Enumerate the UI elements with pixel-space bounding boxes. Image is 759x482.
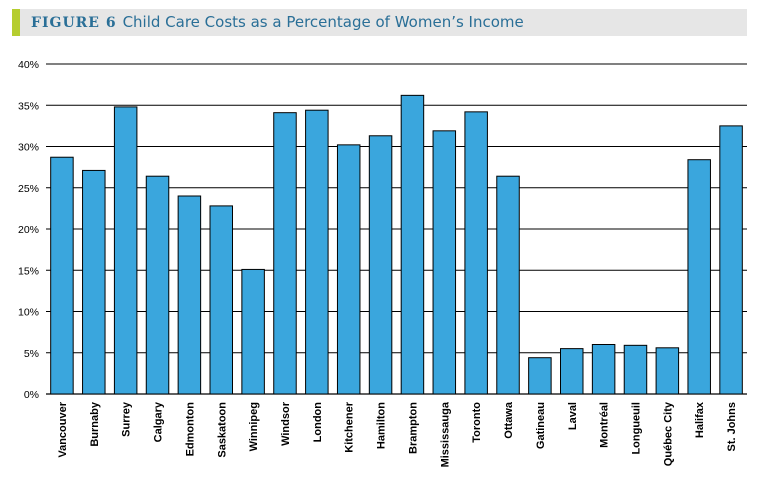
category-label: Edmonton <box>184 402 196 457</box>
bar <box>336 144 361 395</box>
category-label: Toronto <box>471 402 483 443</box>
category-label: Hamilton <box>376 402 388 449</box>
y-tick-label: 0% <box>24 389 39 401</box>
y-tick-label: 35% <box>18 100 39 112</box>
bar <box>623 344 648 395</box>
bar <box>113 106 138 395</box>
figure-label: FIGURE 6 <box>31 15 117 31</box>
category-label: Winnipeg <box>248 402 260 451</box>
figure-title-bar: FIGURE 6 Child Care Costs as a Percentage… <box>12 9 747 36</box>
category-label: London <box>312 402 324 443</box>
bar <box>687 159 711 395</box>
category-label: St. Johns <box>726 402 738 452</box>
bar <box>209 205 233 395</box>
category-label: Saskatoon <box>216 402 228 458</box>
bar <box>400 94 425 395</box>
category-label: Longueuil <box>630 402 642 455</box>
y-tick-label: 15% <box>18 265 39 277</box>
category-label: Surrey <box>121 401 133 437</box>
bar <box>432 130 457 395</box>
category-label: Windsor <box>280 401 292 446</box>
bar <box>177 195 202 395</box>
bar <box>655 347 680 395</box>
category-label: Montréal <box>599 402 611 448</box>
y-tick-label: 20% <box>18 224 39 236</box>
bar <box>719 125 743 395</box>
category-label: Brampton <box>407 402 419 454</box>
y-tick-label: 10% <box>18 307 39 319</box>
y-tick-label: 30% <box>18 142 39 154</box>
bar <box>464 111 488 395</box>
bar <box>241 268 265 395</box>
category-label: Vancouver <box>57 401 69 457</box>
y-tick-label: 40% <box>18 59 39 71</box>
figure-title: FIGURE 6 Child Care Costs as a Percentage… <box>31 13 524 31</box>
category-label: Ottawa <box>503 401 515 439</box>
category-label: Calgary <box>153 401 165 442</box>
bar <box>50 156 74 395</box>
title-accent-stripe <box>12 9 20 36</box>
category-label: Laval <box>567 402 579 430</box>
bar <box>273 112 297 395</box>
bar <box>305 109 329 395</box>
category-label: Gatineau <box>535 402 547 449</box>
category-label: Kitchener <box>344 401 356 452</box>
category-label: Québec City <box>662 401 674 466</box>
y-tick-label: 25% <box>18 183 39 195</box>
figure-title-text: Child Care Costs as a Percentage of Wome… <box>122 13 524 31</box>
category-label: Mississauga <box>439 401 451 467</box>
bar <box>528 357 552 395</box>
bar <box>368 135 393 395</box>
bar <box>496 175 520 395</box>
y-tick-label: 5% <box>24 348 39 360</box>
bar <box>560 348 584 395</box>
bar <box>591 344 616 395</box>
bar <box>82 169 106 395</box>
category-label: Burnaby <box>89 401 101 447</box>
category-label: Halifax <box>694 401 706 438</box>
bar <box>145 175 170 395</box>
